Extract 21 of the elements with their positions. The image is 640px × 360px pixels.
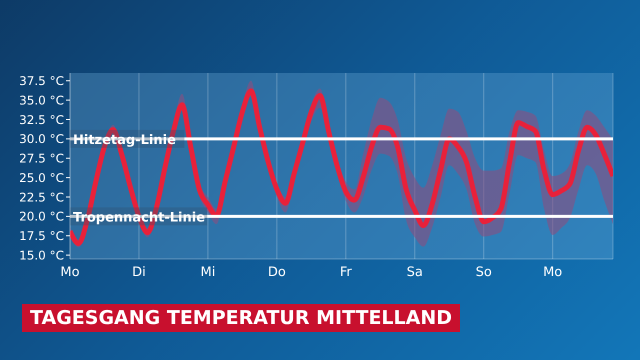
y-tick-label: 17.5 °C [19, 229, 64, 244]
x-tick-label: Mo [60, 265, 80, 280]
y-tick-label: 27.5 °C [19, 152, 64, 166]
ref-line-label: Tropennacht-Linie [73, 210, 206, 226]
y-tick-label: 20.0 °C [19, 210, 64, 224]
x-tick-label: So [476, 265, 492, 280]
y-tick-label: 37.5 °C [19, 74, 64, 88]
ref-line-label: Hitzetag-Linie [73, 132, 176, 148]
x-tick-label: Di [132, 265, 146, 280]
y-tick-label: 25.0 °C [19, 170, 64, 185]
y-tick-label: 35.0 °C [19, 93, 64, 108]
x-tick-label: Mo [543, 265, 562, 280]
text: TAGESGANG TEMPERATUR MITTELLAND [22, 304, 460, 332]
x-tick-label: Do [268, 265, 286, 280]
x-tick-label: Mi [200, 265, 216, 280]
x-tick-label: Sa [406, 265, 423, 280]
y-tick-label: 15.0 °C [19, 248, 64, 262]
y-tick-label: 30.0 °C [19, 132, 64, 146]
y-tick-label: 32.5 °C [19, 112, 64, 127]
x-tick-label: Fr [340, 265, 352, 280]
y-tick-label: 22.5 °C [19, 190, 64, 204]
